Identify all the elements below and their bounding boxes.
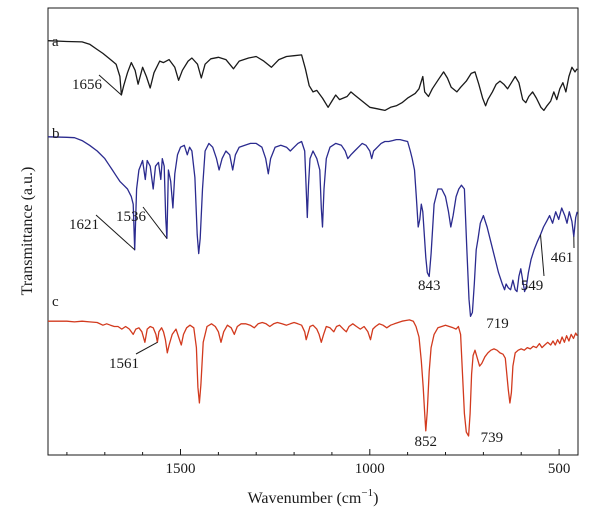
- plot-frame: [47, 7, 579, 456]
- series-label-b: b: [52, 126, 60, 142]
- annotation-leader-1656: [98, 74, 122, 96]
- series-line-c: [48, 319, 578, 437]
- peak-label-1561: 1561: [109, 356, 139, 372]
- series-label-a: a: [52, 34, 59, 50]
- series-line-b: [47, 136, 578, 317]
- x-tick-label-500: 500: [548, 461, 571, 477]
- x-tick-label-1000: 1000: [355, 461, 385, 477]
- peak-label-1656: 1656: [72, 77, 103, 93]
- x-axis-title-main: Wavenumber (cm: [248, 490, 362, 507]
- peak-label-1536: 1536: [116, 209, 147, 225]
- series-line-a: [47, 40, 578, 112]
- peak-label-739: 739: [481, 430, 504, 446]
- peak-label-719: 719: [486, 316, 509, 332]
- series-labels: a b c: [52, 34, 60, 310]
- peak-label-852: 852: [415, 434, 438, 450]
- x-axis-title: Wavenumber (cm−1): [248, 487, 379, 507]
- annotations: 1656 1621 1536 843 719 549 461 1561 852 739: [69, 74, 575, 450]
- peak-label-843: 843: [418, 278, 441, 294]
- x-axis-title-superscript: −1: [361, 487, 373, 499]
- plot-lines: [47, 40, 578, 437]
- annotation-leader-1561: [135, 341, 158, 355]
- annotation-leader-1621: [95, 214, 136, 251]
- y-axis-title: Transmittance (a.u.): [19, 167, 36, 296]
- x-axis-ticks: 1500 1000 500: [66, 449, 571, 477]
- peak-label-1621: 1621: [69, 217, 99, 233]
- annotation-leader-549: [540, 234, 545, 277]
- peak-label-549: 549: [521, 278, 544, 294]
- peak-label-461: 461: [551, 250, 574, 266]
- x-axis-title-suffix: ): [373, 490, 378, 507]
- annotation-leader-1536: [142, 206, 168, 239]
- x-tick-label-1500: 1500: [166, 461, 196, 477]
- series-label-c: c: [52, 294, 59, 310]
